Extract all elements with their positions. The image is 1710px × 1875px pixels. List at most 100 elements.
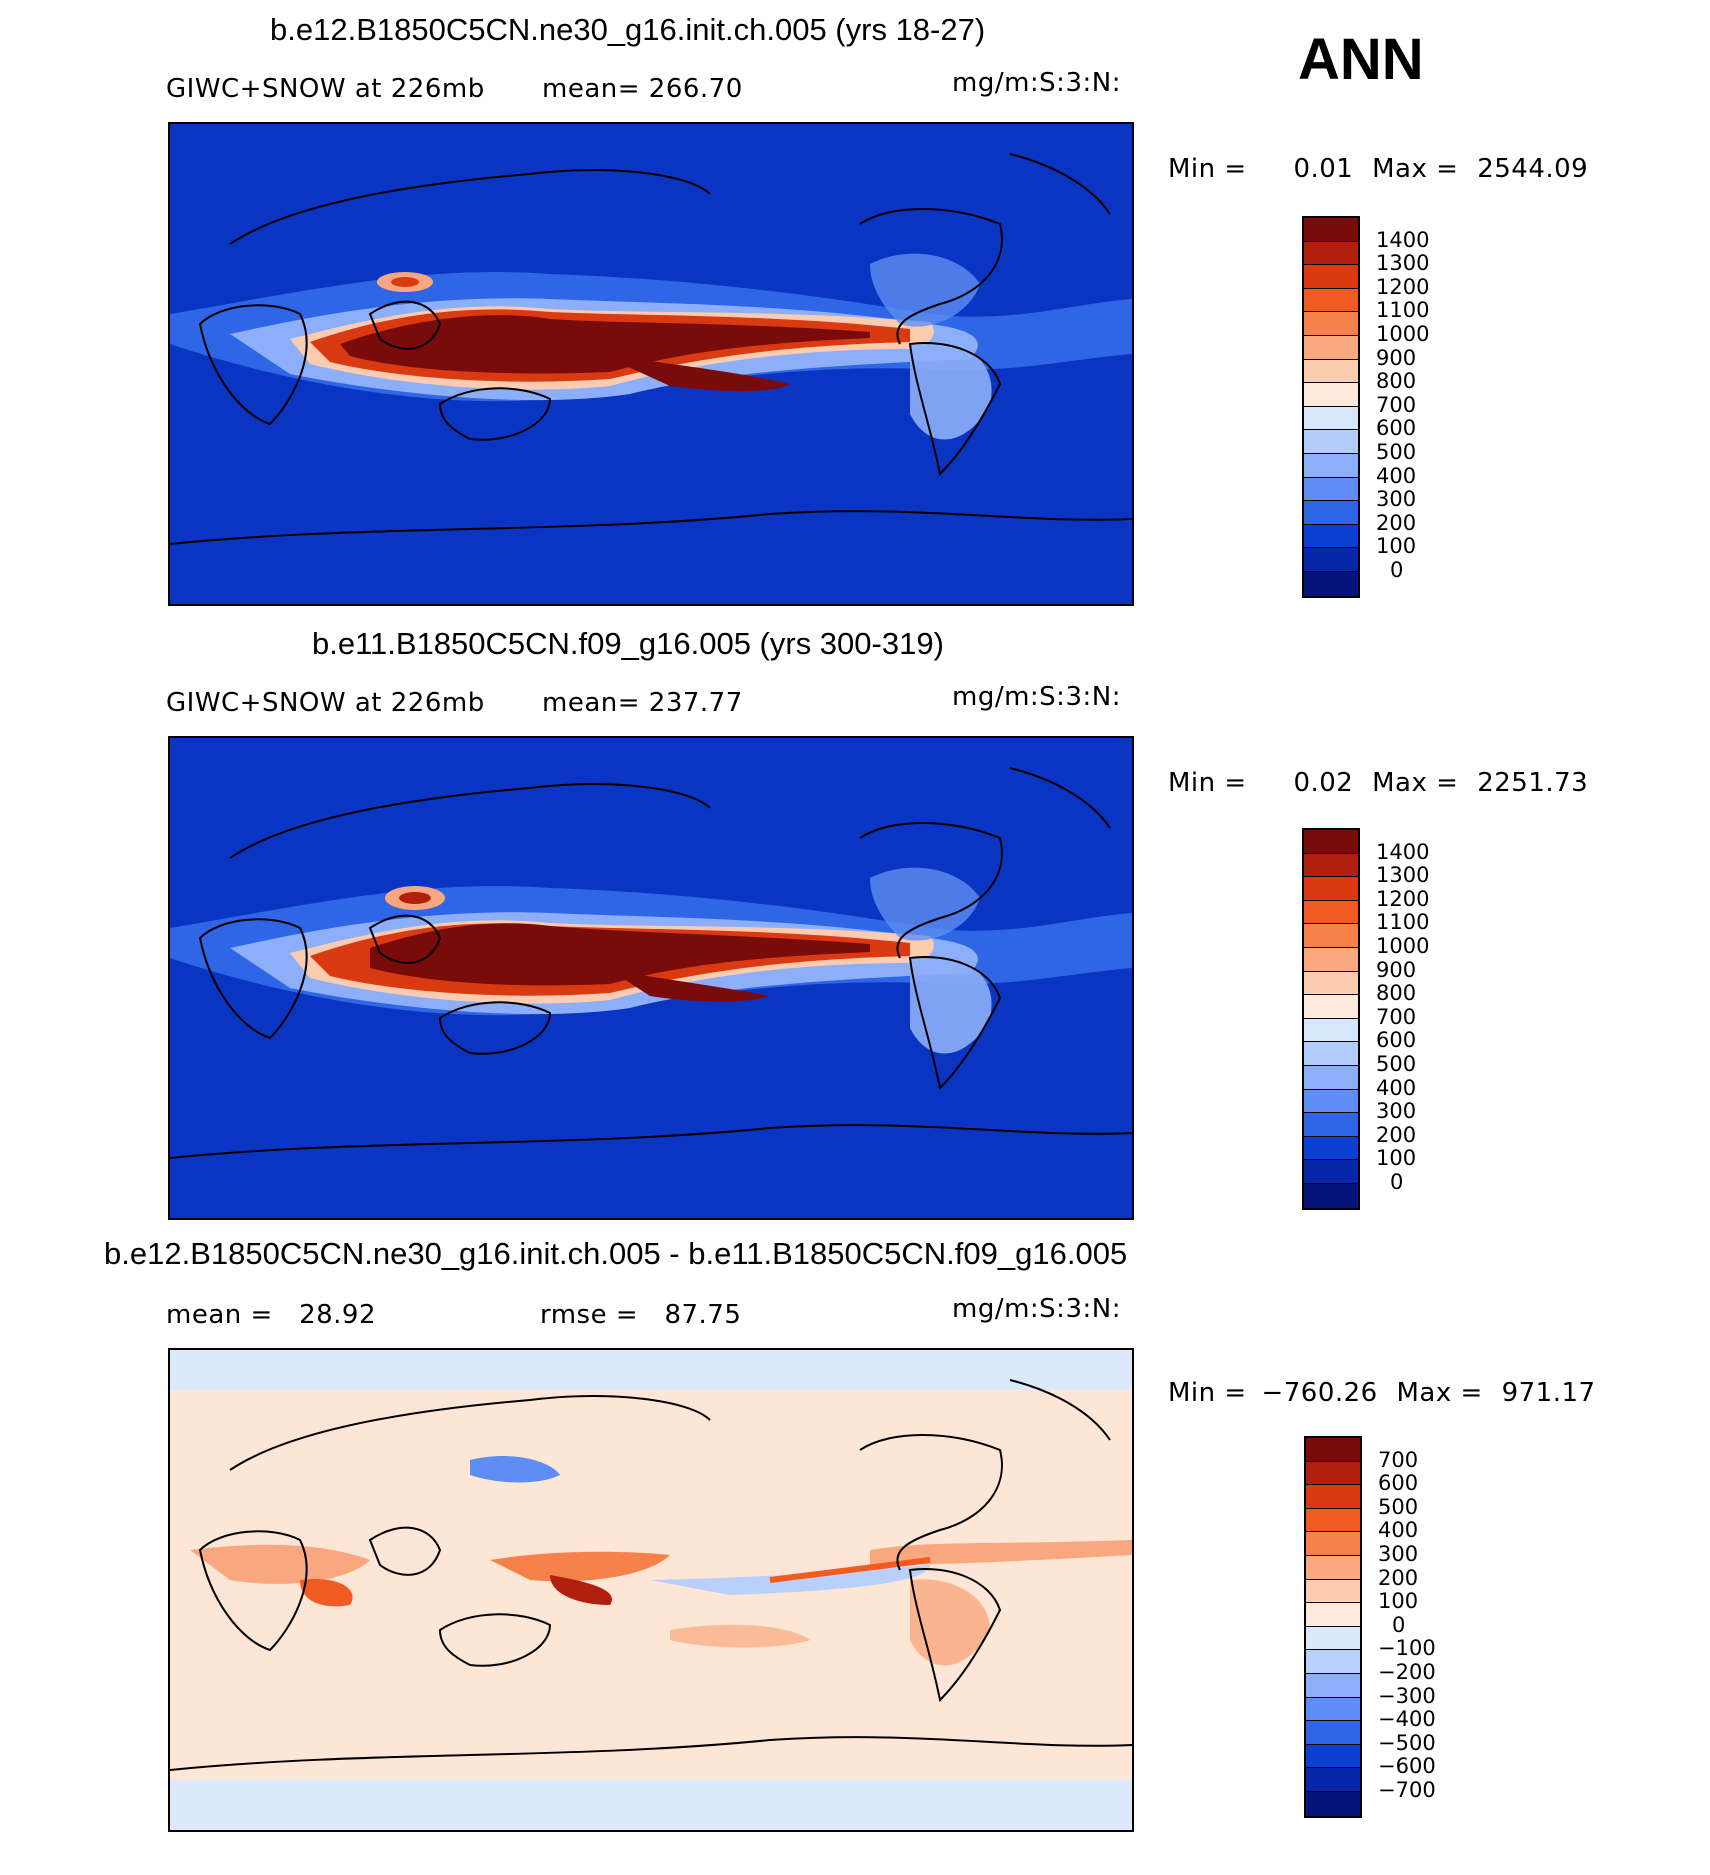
colorbar-label: 900 [1376, 345, 1417, 370]
colorbar-swatch [1304, 501, 1358, 525]
colorbar-swatch [1306, 1721, 1360, 1745]
colorbar-swatch [1304, 947, 1358, 972]
panel-1-mean-label: mean= 266.70 [542, 74, 743, 104]
colorbar-swatch [1306, 1673, 1360, 1698]
panel-2-mean-label: mean= 237.77 [542, 688, 743, 718]
panel-3-units: mg/m:S:3:N: [952, 1294, 1121, 1324]
panel-2-map-field [170, 767, 1132, 1159]
colorbar-swatch [1306, 1744, 1360, 1769]
colorbar-label: 200 [1376, 1122, 1417, 1147]
colorbar-label: 200 [1378, 1565, 1419, 1590]
colorbar-swatch [1304, 218, 1358, 242]
colorbar-swatch [1304, 1160, 1358, 1184]
colorbar-label: 1300 [1376, 251, 1430, 276]
colorbar-label: 1100 [1376, 910, 1430, 935]
colorbar-swatch [1306, 1603, 1360, 1627]
colorbar-label: 1400 [1376, 227, 1430, 252]
colorbar-swatch [1306, 1532, 1360, 1556]
colorbar-label: 0 [1390, 1170, 1404, 1194]
colorbar-swatch [1304, 877, 1358, 901]
panel-3-min-label: Min = [1168, 1378, 1247, 1408]
panel-3-map-field [170, 1350, 1132, 1830]
colorbar-label: 600 [1376, 416, 1417, 441]
colorbar-swatch [1304, 359, 1358, 384]
panel-3-title: b.e12.B1850C5CN.ne30_g16.init.ch.005 - b… [104, 1236, 1128, 1271]
colorbar-label: −600 [1378, 1754, 1436, 1779]
colorbar-label: 400 [1376, 1075, 1417, 1100]
panel-3-map [168, 1348, 1134, 1832]
colorbar-label: 300 [1378, 1542, 1419, 1566]
colorbar-label: −400 [1378, 1707, 1436, 1732]
colorbar-swatch [1304, 1136, 1358, 1161]
panel-2-units: mg/m:S:3:N: [952, 682, 1121, 712]
colorbar-label: 500 [1376, 440, 1417, 464]
colorbar-label: 700 [1376, 1004, 1417, 1029]
colorbar-label: 700 [1376, 392, 1417, 417]
panel-2-min-value: 0.02 [1293, 768, 1354, 798]
colorbar-swatch [1304, 1018, 1358, 1043]
colorbar-label: 0 [1390, 558, 1404, 582]
colorbar-label: 300 [1376, 487, 1417, 512]
colorbar-label: 400 [1376, 463, 1417, 488]
colorbar-label: −500 [1378, 1730, 1436, 1755]
panel-3-minmax: Min = −760.26 Max = 971.17 [1168, 1378, 1596, 1408]
colorbar-swatch [1306, 1768, 1360, 1792]
colorbar-swatch [1304, 453, 1358, 478]
colorbar-swatch [1304, 971, 1358, 996]
colorbar-swatch [1306, 1650, 1360, 1674]
season-label: ANN [1298, 27, 1424, 92]
colorbar-swatch [1304, 430, 1358, 454]
panel-1-max-value: 2544.09 [1477, 154, 1589, 184]
colorbar-label: −300 [1378, 1683, 1436, 1708]
colorbar-swatch [1306, 1555, 1360, 1580]
colorbar-swatch [1304, 524, 1358, 549]
panel-2-minmax: Min = 0.02 Max = 2251.73 [1168, 768, 1588, 798]
colorbar-label: 300 [1376, 1099, 1417, 1124]
colorbar-swatch [1304, 312, 1358, 336]
panel-2-title: b.e11.B1850C5CN.f09_g16.005 (yrs 300-319… [312, 626, 944, 661]
colorbar-swatch [1306, 1508, 1360, 1533]
colorbar-swatch [1306, 1579, 1360, 1604]
colorbar-label: 800 [1376, 369, 1417, 394]
colorbar-label: 700 [1378, 1447, 1419, 1472]
colorbar-label: 1300 [1376, 863, 1430, 888]
panel-3-colorbar-swatches [1304, 1436, 1362, 1818]
panel-1-map [168, 122, 1134, 606]
colorbar-swatch [1304, 335, 1358, 360]
colorbar-swatch [1304, 406, 1358, 431]
panel-1-min-label: Min = [1168, 154, 1247, 184]
panel-1-map-field [170, 153, 1132, 545]
colorbar-label: 900 [1376, 957, 1417, 982]
panel-2-max-label: Max = [1372, 768, 1459, 798]
colorbar-label: 100 [1376, 534, 1417, 559]
colorbar-label: 600 [1376, 1028, 1417, 1053]
colorbar-swatch [1304, 383, 1358, 407]
colorbar-swatch [1304, 571, 1358, 596]
colorbar-label: 500 [1376, 1052, 1417, 1076]
colorbar-swatch [1304, 1042, 1358, 1066]
colorbar-label: 200 [1376, 510, 1417, 535]
colorbar-swatch [1304, 1065, 1358, 1090]
colorbar-swatch [1304, 1183, 1358, 1208]
colorbar-swatch [1304, 1089, 1358, 1114]
panel-1-minmax: Min = 0.01 Max = 2544.09 [1168, 154, 1588, 184]
panel-2-max-value: 2251.73 [1477, 768, 1589, 798]
panel-3-rmse-label: rmse = 87.75 [540, 1300, 742, 1330]
colorbar-label: −100 [1378, 1636, 1436, 1661]
colorbar-swatch [1304, 924, 1358, 948]
colorbar-label: 100 [1376, 1146, 1417, 1171]
panel-2-variable-label: GIWC+SNOW at 226mb [166, 688, 485, 718]
colorbar-swatch [1306, 1697, 1360, 1722]
colorbar-label: 100 [1378, 1589, 1419, 1614]
colorbar-swatch [1304, 241, 1358, 266]
colorbar-swatch [1306, 1438, 1360, 1462]
colorbar-label: 1200 [1376, 886, 1430, 911]
panel-1-min-value: 0.01 [1293, 154, 1354, 184]
panel-2-map [168, 736, 1134, 1220]
colorbar-swatch [1304, 830, 1358, 854]
colorbar-label: 1400 [1376, 839, 1430, 864]
panel-1-colorbar-swatches [1302, 216, 1360, 598]
panel-3-mean-label: mean = 28.92 [166, 1300, 377, 1330]
colorbar-swatch [1306, 1791, 1360, 1816]
panel-3-min-value: −760.26 [1261, 1378, 1378, 1408]
